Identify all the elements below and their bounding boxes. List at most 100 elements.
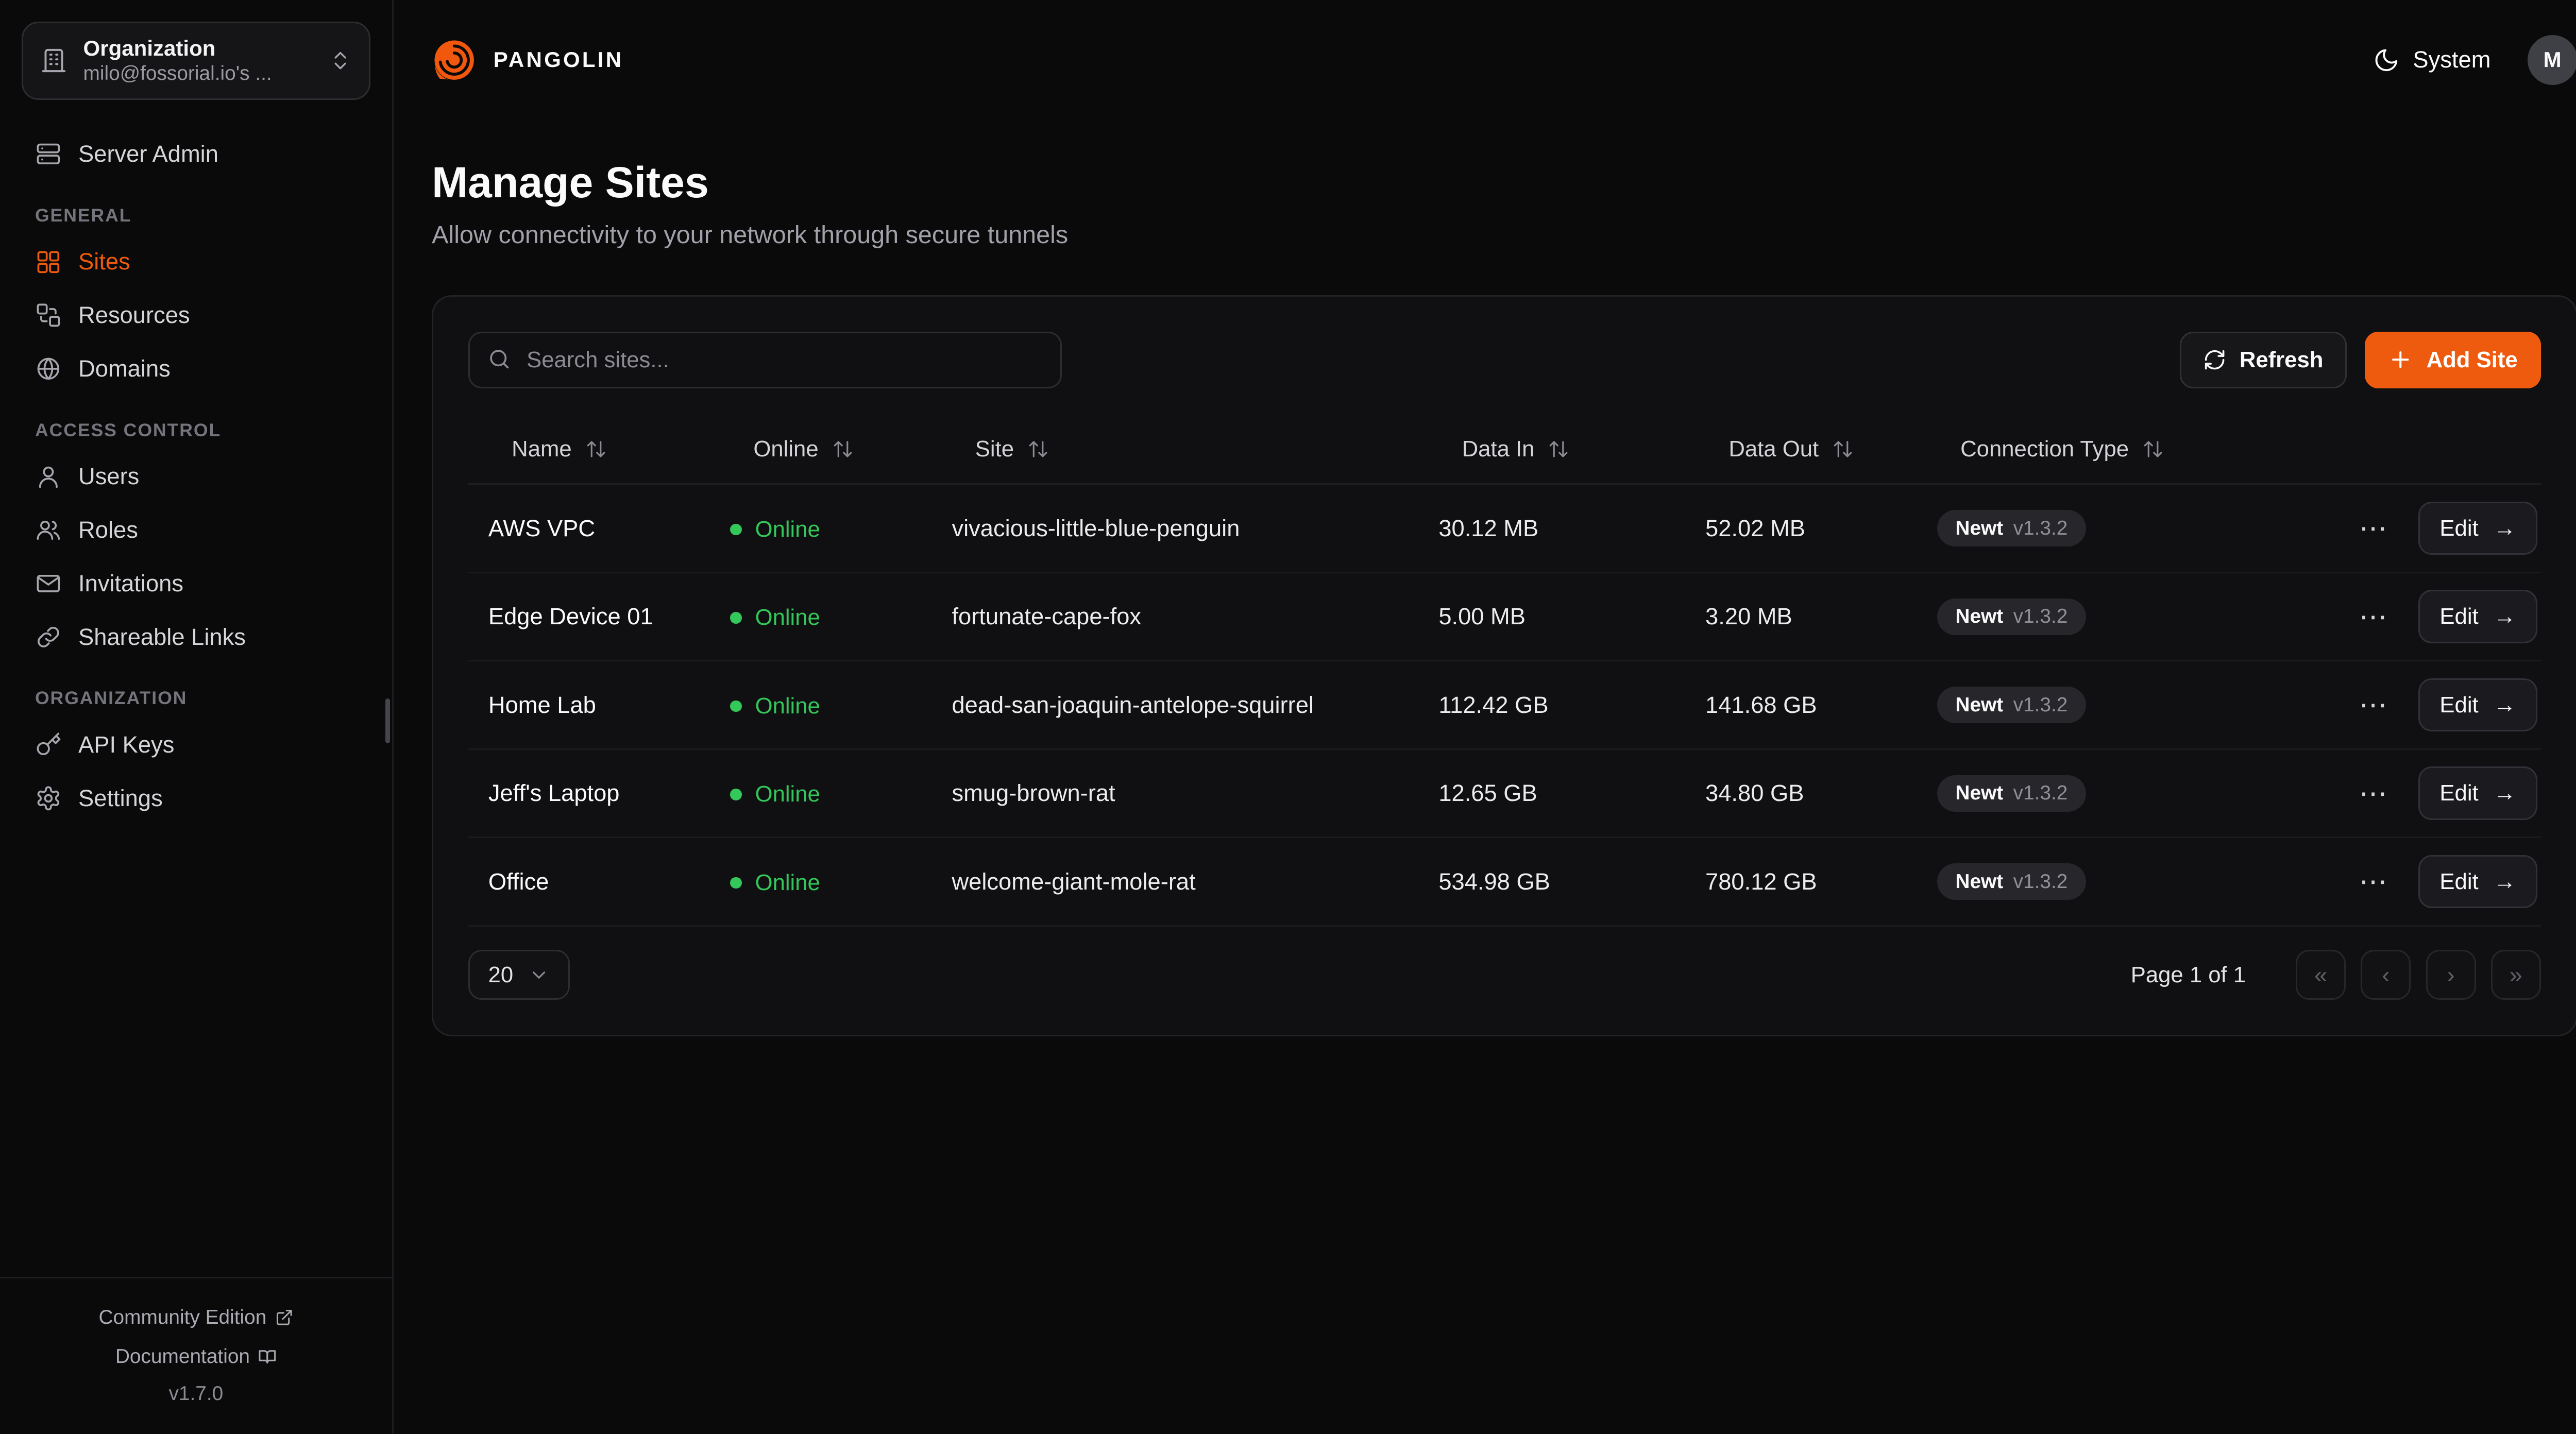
sidebar-item-label: Roles <box>78 517 138 543</box>
sidebar-item-server-admin[interactable]: Server Admin <box>22 128 370 180</box>
column-header-name[interactable]: Name <box>468 436 710 462</box>
arrow-right-icon: → <box>2493 515 2516 541</box>
table-row: Edge Device 01 Online fortunate-cape-fox… <box>468 573 2541 662</box>
combine-icon <box>37 303 60 327</box>
search-input[interactable] <box>468 331 1062 388</box>
external-link-icon <box>276 1309 292 1325</box>
ellipsis-icon: ⋯ <box>2359 777 2387 809</box>
sidebar-item-roles[interactable]: Roles <box>22 504 370 556</box>
edit-button[interactable]: Edit → <box>2418 766 2538 820</box>
mail-icon <box>37 574 60 592</box>
avatar[interactable]: M <box>2527 35 2576 86</box>
sidebar-item-shareable-links[interactable]: Shareable Links <box>22 611 370 663</box>
edit-button[interactable]: Edit → <box>2418 501 2538 555</box>
edit-button[interactable]: Edit → <box>2418 590 2538 643</box>
row-menu-button[interactable]: ⋯ <box>2350 505 2397 552</box>
table-footer: 20 Page 1 of 1 « ‹ › » <box>468 950 2541 1000</box>
column-header-online[interactable]: Online <box>710 436 931 462</box>
edit-button[interactable]: Edit → <box>2418 855 2538 909</box>
status-badge: Online <box>730 693 820 719</box>
organization-selector[interactable]: Organization milo@fossorial.io's ... <box>22 22 370 100</box>
add-site-button[interactable]: Add Site <box>2365 331 2541 388</box>
ellipsis-icon: ⋯ <box>2359 512 2387 544</box>
top-bar: PANGOLIN System M <box>432 0 2576 120</box>
documentation-link[interactable]: Documentation <box>115 1338 277 1375</box>
grid-icon <box>37 251 60 273</box>
organization-subtitle: milo@fossorial.io's ... <box>83 62 272 85</box>
arrow-right-icon: → <box>2493 780 2516 806</box>
online-dot-icon <box>730 612 742 624</box>
sidebar-item-label: Sites <box>78 248 130 275</box>
page-indicator: Page 1 of 1 <box>2130 962 2246 987</box>
sidebar-item-sites[interactable]: Sites <box>22 236 370 288</box>
sidebar-item-resources[interactable]: Resources <box>22 289 370 342</box>
status-badge: Online <box>730 870 820 896</box>
page-size-select[interactable]: 20 <box>468 950 570 1000</box>
sort-icon <box>1029 441 1047 457</box>
page-subtitle: Allow connectivity to your network throu… <box>432 220 1069 249</box>
cell-name: Office <box>488 868 549 895</box>
next-page-button[interactable]: › <box>2426 950 2476 1000</box>
sidebar-item-label: Users <box>78 463 140 490</box>
cell-name: Jeff's Laptop <box>488 780 620 807</box>
page-title: Manage Sites <box>432 158 709 207</box>
row-menu-button[interactable]: ⋯ <box>2350 593 2397 640</box>
cell-site: smug-brown-rat <box>952 780 1115 807</box>
row-menu-button[interactable]: ⋯ <box>2350 770 2397 817</box>
sidebar-item-label: Domains <box>78 355 171 382</box>
sidebar-item-api-keys[interactable]: API Keys <box>22 719 370 771</box>
column-header-data-in[interactable]: Data In <box>1418 436 1685 462</box>
arrow-right-icon: → <box>2493 604 2516 629</box>
online-dot-icon <box>730 700 742 712</box>
book-icon <box>259 1350 276 1364</box>
column-header-connection-type[interactable]: Connection Type <box>1917 436 2319 462</box>
column-header-data-out[interactable]: Data Out <box>1685 436 1917 462</box>
row-menu-button[interactable]: ⋯ <box>2350 858 2397 905</box>
building-icon <box>42 49 66 73</box>
sidebar-item-domains[interactable]: Domains <box>22 343 370 395</box>
community-edition-link[interactable]: Community Edition <box>99 1299 294 1336</box>
section-heading-general: GENERAL <box>35 204 132 226</box>
column-header-site[interactable]: Site <box>932 436 1419 462</box>
sidebar-item-users[interactable]: Users <box>22 451 370 503</box>
sidebar-item-label: API Keys <box>78 731 175 758</box>
sort-icon <box>2144 441 2162 457</box>
connection-type-badge: Newt v1.3.2 <box>1937 598 2086 635</box>
cell-site: welcome-giant-mole-rat <box>952 868 1196 895</box>
previous-page-button[interactable]: ‹ <box>2361 950 2411 1000</box>
theme-selector[interactable]: System <box>2373 46 2490 73</box>
refresh-button[interactable]: Refresh <box>2179 331 2347 388</box>
cell-data-in: 30.12 MB <box>1438 515 1539 541</box>
sidebar-item-label: Server Admin <box>78 140 218 167</box>
ellipsis-icon: ⋯ <box>2359 865 2387 898</box>
sidebar-scrollbar[interactable] <box>385 698 391 744</box>
connection-type-badge: Newt v1.3.2 <box>1937 510 2086 547</box>
cell-data-in: 534.98 GB <box>1438 868 1550 895</box>
sort-icon <box>1834 441 1852 457</box>
sidebar-item-settings[interactable]: Settings <box>22 773 370 825</box>
chevrons-right-icon: » <box>2509 962 2522 988</box>
section-heading-organization: ORGANIZATION <box>35 688 188 709</box>
gear-icon <box>37 786 60 811</box>
cell-site: fortunate-cape-fox <box>952 603 1142 630</box>
sort-icon <box>834 441 852 457</box>
sidebar-item-label: Invitations <box>78 570 183 596</box>
cell-data-out: 52.02 MB <box>1705 515 1805 541</box>
first-page-button[interactable]: « <box>2296 950 2346 1000</box>
brand[interactable]: PANGOLIN <box>432 38 623 82</box>
cell-data-out: 34.80 GB <box>1705 780 1804 807</box>
sort-icon <box>587 441 605 457</box>
sidebar-nav: Server Admin GENERAL Sites Resources Dom… <box>22 128 370 825</box>
last-page-button[interactable]: » <box>2490 950 2541 1000</box>
row-menu-button[interactable]: ⋯ <box>2350 681 2397 728</box>
sidebar-item-invitations[interactable]: Invitations <box>22 558 370 610</box>
globe-icon <box>37 357 60 380</box>
chevron-right-icon: › <box>2447 962 2455 988</box>
status-badge: Online <box>730 781 820 807</box>
sort-icon <box>1549 441 1568 457</box>
cell-name: Edge Device 01 <box>488 603 653 630</box>
organization-title: Organization <box>83 36 216 60</box>
edit-button[interactable]: Edit → <box>2418 678 2538 732</box>
sidebar: Organization milo@fossorial.io's ... Ser… <box>0 0 394 1433</box>
search-icon <box>489 350 509 369</box>
